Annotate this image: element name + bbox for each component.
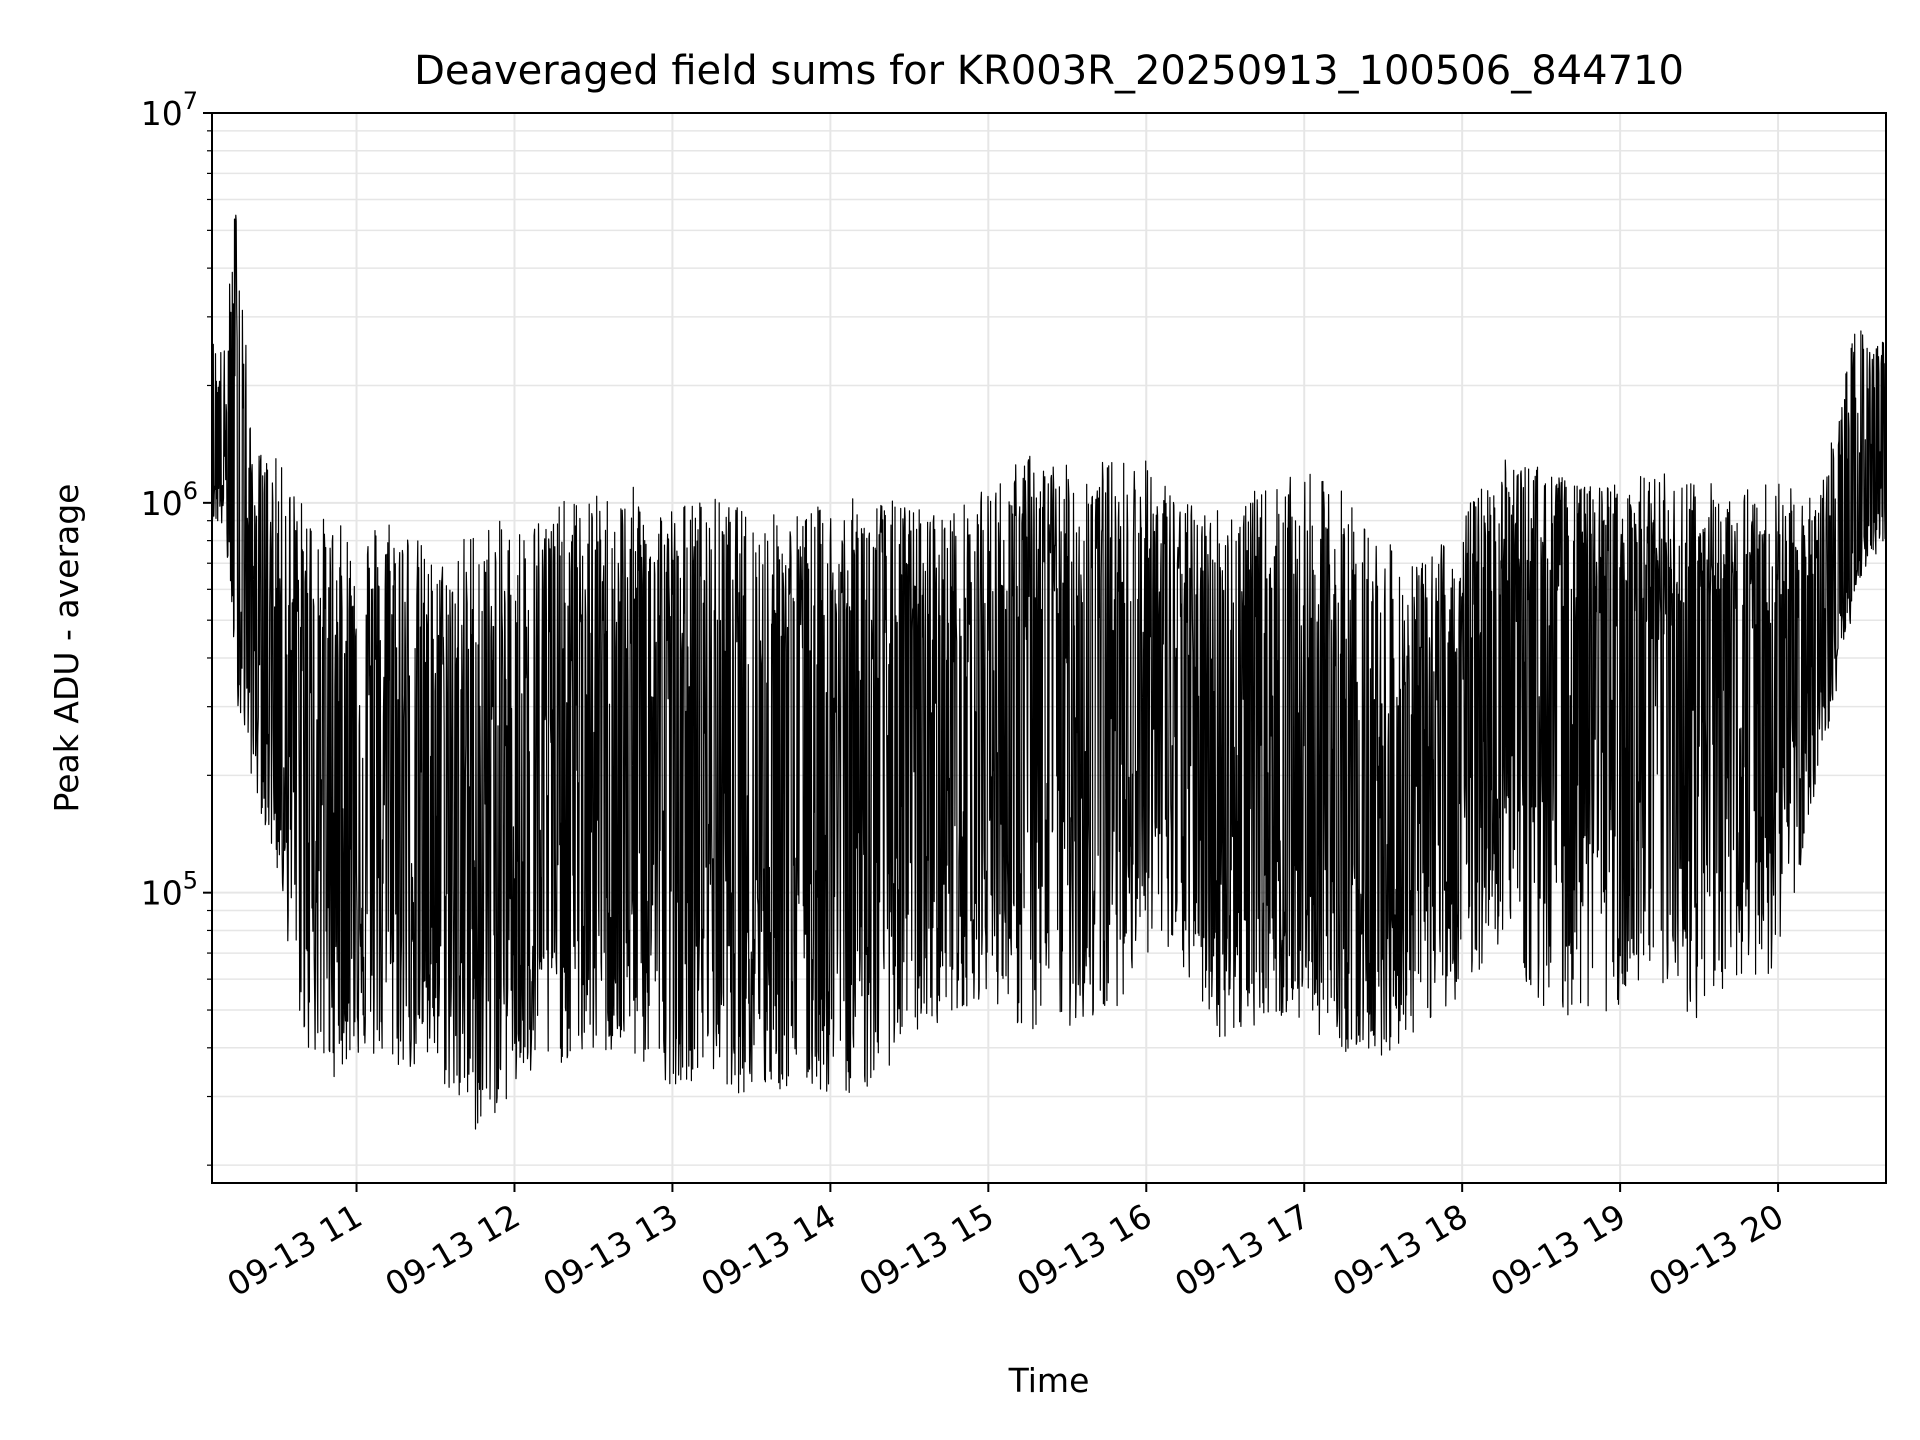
y-tick-label: 107 bbox=[141, 87, 198, 133]
plot-area bbox=[211, 214, 1887, 1130]
y-axis: 105 106 107 bbox=[141, 87, 212, 1166]
chart-title: Deaveraged field sums for KR003R_2025091… bbox=[414, 48, 1684, 94]
y-axis-label: Peak ADU - average bbox=[47, 484, 86, 813]
y-tick-label: 105 bbox=[141, 867, 198, 913]
axes-frame bbox=[211, 112, 1887, 1184]
series-line bbox=[211, 214, 1887, 1130]
y-tick-label: 106 bbox=[141, 477, 198, 523]
x-axis-label: Time bbox=[1008, 1361, 1090, 1400]
